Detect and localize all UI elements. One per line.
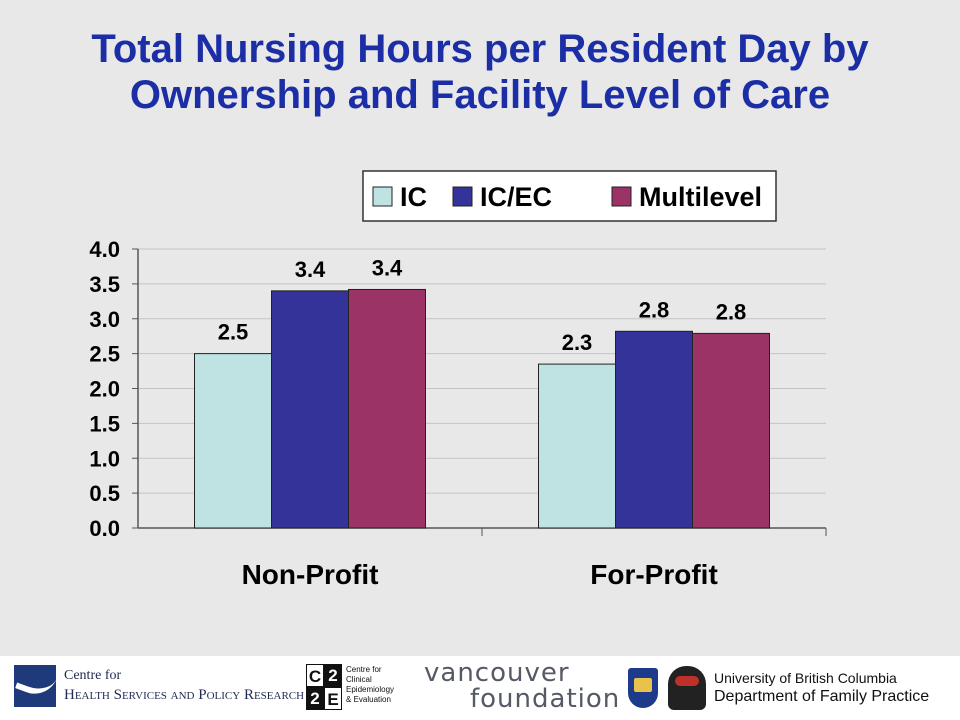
legend-label: IC/EC bbox=[480, 182, 552, 212]
bar bbox=[271, 290, 349, 529]
legend-swatch bbox=[372, 186, 393, 207]
data-label: 2.3 bbox=[562, 330, 593, 355]
c2e-text-line: Centre for bbox=[346, 665, 382, 674]
legend bbox=[362, 170, 777, 222]
bar bbox=[348, 288, 426, 529]
bar bbox=[692, 332, 770, 529]
c2e-cell: 2 bbox=[324, 664, 342, 687]
c2e-logo: C 2 2 E Centre for Clinical Epidemiology… bbox=[306, 664, 410, 712]
c2e-text-line: Clinical bbox=[346, 675, 372, 684]
chsr-logo-line-1: Centre for bbox=[64, 668, 122, 683]
y-tick-label: 3.5 bbox=[89, 272, 120, 297]
totem-icon bbox=[668, 666, 706, 710]
vancouver-foundation-logo: vancouver foundation bbox=[420, 658, 620, 718]
y-tick-label: 0.5 bbox=[89, 481, 120, 506]
bar bbox=[615, 330, 693, 529]
legend-label: IC bbox=[400, 182, 427, 212]
y-tick-label: 2.5 bbox=[89, 342, 120, 367]
vancouver-logo-line-2: foundation bbox=[470, 684, 621, 714]
c2e-mark: C 2 2 E bbox=[306, 664, 342, 710]
category-label: Non-Profit bbox=[242, 559, 379, 590]
category-label: For-Profit bbox=[590, 559, 718, 590]
legend-swatch bbox=[611, 186, 632, 207]
y-tick-label: 1.5 bbox=[89, 411, 120, 436]
chsr-logo: Centre for Health Services and Policy Re… bbox=[14, 665, 304, 711]
y-tick-label: 4.0 bbox=[89, 237, 120, 262]
chsr-mark-icon bbox=[14, 665, 56, 707]
data-label: 2.8 bbox=[639, 297, 670, 322]
chsr-logo-line-2: Health Services and Policy Research bbox=[64, 687, 305, 703]
y-tick-label: 3.0 bbox=[89, 307, 120, 332]
chart-title: Total Nursing Hours per Resident Day by … bbox=[0, 26, 960, 118]
data-label: 3.4 bbox=[295, 257, 326, 282]
c2e-text-line: & Evaluation bbox=[346, 695, 391, 704]
data-label: 2.5 bbox=[218, 320, 249, 345]
legend-label: Multilevel bbox=[639, 182, 762, 212]
y-tick-label: 1.0 bbox=[89, 446, 120, 471]
c2e-text-line: Epidemiology bbox=[346, 685, 395, 694]
y-tick-label: 2.0 bbox=[89, 377, 120, 402]
chart-title-line-1: Total Nursing Hours per Resident Day by bbox=[91, 27, 869, 71]
y-tick-label: 0.0 bbox=[89, 516, 120, 541]
ubc-logo-line-2: Department of Family Practice bbox=[714, 688, 930, 705]
ubc-crest-icon bbox=[628, 668, 658, 708]
c2e-logo-text: Centre for Clinical Epidemiology & Evalu… bbox=[346, 665, 410, 705]
chart-title-line-2: Ownership and Facility Level of Care bbox=[129, 73, 831, 117]
c2e-cell: 2 bbox=[306, 687, 324, 710]
legend-swatch bbox=[452, 186, 473, 207]
data-label: 2.8 bbox=[716, 299, 747, 324]
ubc-logo-line-1: University of British Columbia bbox=[714, 670, 897, 686]
bar bbox=[538, 363, 616, 529]
bar-chart: 0.0 0.5 1.0 1.5 2.0 2.5 3.0 3.5 4.0 2.5 3.4 3.4 Non-… bbox=[89, 170, 827, 590]
c2e-cell: C bbox=[306, 664, 324, 687]
data-label: 3.4 bbox=[372, 255, 403, 280]
vancouver-logo-line-1: vancouver bbox=[424, 658, 570, 688]
c2e-cell: E bbox=[324, 687, 342, 710]
bar bbox=[194, 353, 272, 529]
ubc-logo: University of British Columbia Departmen… bbox=[628, 666, 944, 712]
footer-logos: Centre for Health Services and Policy Re… bbox=[0, 656, 960, 720]
